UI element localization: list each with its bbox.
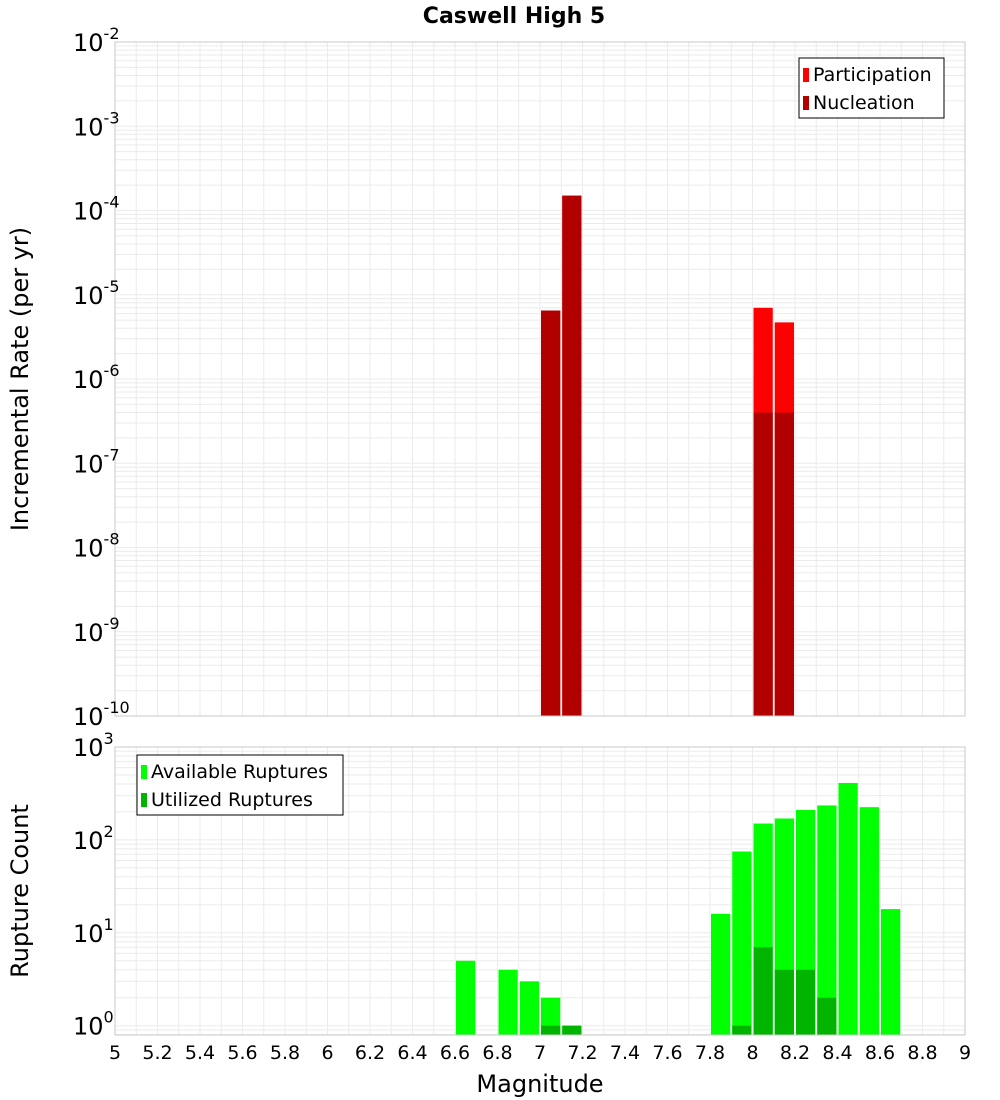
y-tick-label: 100 — [73, 1008, 114, 1041]
x-tick-label: 5.4 — [185, 1042, 215, 1064]
legend: Participation Nucleation — [798, 57, 945, 119]
y-tick-labels: 103 102 101 100 — [73, 729, 114, 1041]
series-utilized-ruptures — [541, 947, 837, 1035]
x-tick-label: 7.4 — [610, 1042, 640, 1064]
x-tick-label: 7.8 — [695, 1042, 725, 1064]
rate-panel: 10-2 10-3 10-4 10-5 10-6 10-7 10-8 10-9 10-10 Inc… — [6, 24, 966, 731]
bar — [774, 969, 794, 1035]
y-tick-label: 10-4 — [73, 193, 120, 226]
legend-swatch — [803, 68, 809, 82]
x-tick-label: 5.8 — [270, 1042, 300, 1064]
bar — [817, 997, 837, 1035]
x-tick-label: 8.2 — [780, 1042, 810, 1064]
legend: Available Ruptures Utilized Ruptures — [136, 754, 344, 816]
y-tick-label: 10-10 — [73, 698, 130, 731]
y-tick-label: 10-3 — [73, 108, 120, 141]
x-tick-label: 7.6 — [652, 1042, 682, 1064]
x-tick-label: 6.4 — [397, 1042, 427, 1064]
bar — [859, 807, 879, 1035]
y-tick-label: 10-6 — [73, 361, 120, 394]
chart-title: Caswell High 5 — [423, 4, 605, 29]
legend-swatch — [141, 765, 147, 779]
x-tick-label: 8.4 — [822, 1042, 852, 1064]
legend-swatch — [141, 793, 147, 807]
bar — [732, 851, 752, 1035]
bar — [541, 1025, 561, 1035]
x-axis-label: Magnitude — [476, 1070, 603, 1098]
y-tick-label: 103 — [73, 729, 114, 762]
series-nucleation — [541, 195, 794, 716]
legend-swatch — [803, 96, 809, 110]
x-tick-label: 5.2 — [142, 1042, 172, 1064]
legend-label: Participation — [813, 64, 932, 86]
x-tick-label: 5.6 — [227, 1042, 257, 1064]
y-tick-label: 10-8 — [73, 530, 120, 563]
series-available-ruptures — [456, 782, 901, 1035]
bar — [562, 195, 582, 716]
x-tick-label: 7 — [534, 1042, 546, 1064]
bar — [774, 412, 794, 716]
y-tick-label: 10-9 — [73, 614, 120, 647]
y-axis-label: Rupture Count — [6, 804, 34, 978]
legend-label: Available Ruptures — [151, 761, 328, 783]
bar — [796, 969, 816, 1035]
bar — [519, 981, 539, 1035]
bar — [732, 1025, 752, 1035]
x-tick-label: 8 — [746, 1042, 758, 1064]
legend-label: Nucleation — [813, 92, 915, 114]
bar — [498, 969, 518, 1035]
y-axis-label: Incremental Rate (per yr) — [6, 227, 34, 531]
y-tick-labels: 10-2 10-3 10-4 10-5 10-6 10-7 10-8 10-9 10-10 — [73, 24, 130, 731]
bar — [562, 1025, 582, 1035]
rupture-count-panel: 103 102 101 100 Rupture Count Available Ruptu… — [6, 729, 966, 1041]
x-tick-label: 8.8 — [907, 1042, 937, 1064]
bar — [881, 909, 901, 1035]
bar — [456, 960, 476, 1035]
bar — [711, 913, 731, 1035]
x-tick-label: 6 — [321, 1042, 333, 1064]
x-tick-label: 5 — [109, 1042, 121, 1064]
legend-box — [136, 754, 344, 816]
y-tick-label: 101 — [73, 915, 114, 948]
bar — [838, 782, 858, 1035]
x-tick-label: 9 — [959, 1042, 971, 1064]
x-tick-label: 8.6 — [865, 1042, 895, 1064]
x-tick-labels: 5 5.2 5.4 5.6 5.8 6 6.2 6.4 6.6 6.8 7 7.2 7.4 7.6 7.8 8… — [109, 1042, 971, 1064]
x-tick-label: 6.6 — [440, 1042, 470, 1064]
x-tick-label: 7.2 — [567, 1042, 597, 1064]
x-tick-label: 6.8 — [482, 1042, 512, 1064]
y-tick-label: 10-2 — [73, 24, 120, 57]
bar — [753, 412, 773, 716]
bar — [753, 947, 773, 1035]
x-grid — [114, 42, 966, 716]
bar — [541, 997, 561, 1035]
x-tick-label: 6.2 — [355, 1042, 385, 1064]
plot-frame — [114, 746, 966, 1036]
plot-frame — [114, 41, 966, 717]
legend-box — [798, 57, 945, 119]
y-tick-label: 102 — [73, 822, 114, 855]
y-tick-label: 10-7 — [73, 445, 120, 478]
y-tick-label: 10-5 — [73, 277, 120, 310]
bar — [817, 805, 837, 1035]
legend-label: Utilized Ruptures — [151, 789, 313, 811]
bar — [541, 310, 561, 716]
